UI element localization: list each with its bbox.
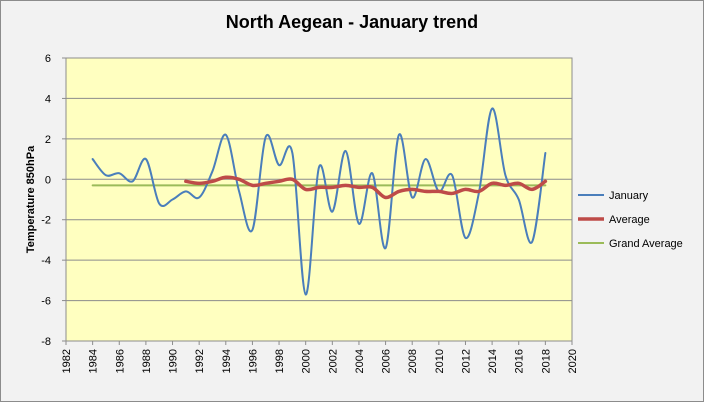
y-tick-label: 2 [45, 134, 51, 146]
series-line-average [184, 175, 548, 200]
x-tick-label: 1982 [61, 349, 73, 373]
chart-title: North Aegean - January trend [225, 12, 479, 32]
x-tick-label: 2018 [540, 349, 552, 373]
y-tick-label: 0 [45, 174, 51, 186]
plot-area [65, 57, 573, 342]
x-tick-label: 2010 [434, 349, 446, 373]
x-tick-label: 2000 [301, 349, 313, 373]
y-tick-label: -2 [41, 215, 51, 227]
y-tick-label: -6 [41, 296, 51, 308]
x-tick-label: 1996 [247, 349, 259, 373]
y-tick-label: -8 [41, 336, 51, 348]
x-tick-label: 2020 [567, 349, 579, 373]
x-tick-label: 1988 [141, 349, 153, 373]
y-axis-label: Temperature 850hPa [25, 145, 37, 253]
x-tick-label: 1992 [194, 349, 206, 373]
x-tick-label: 2014 [487, 349, 499, 373]
x-tick-label: 2004 [354, 349, 366, 373]
x-tick-label: 1984 [88, 349, 100, 373]
series-line-january [91, 107, 547, 296]
legend-label: Average [609, 214, 650, 226]
x-tick-label: 1986 [114, 349, 126, 373]
x-tick-label: 2008 [407, 349, 419, 373]
x-tick-label: 2012 [460, 349, 472, 373]
x-tick-label: 1994 [221, 349, 233, 373]
x-tick-label: 2016 [514, 349, 526, 373]
x-tick-label: 2002 [327, 349, 339, 373]
y-tick-label: -4 [41, 255, 51, 267]
y-tick-label: 4 [45, 93, 51, 105]
y-tick-label: 6 [45, 53, 51, 65]
x-tick-label: 1998 [274, 349, 286, 373]
legend-label: January [609, 190, 649, 202]
x-tick-label: 2006 [381, 349, 393, 373]
x-tick-label: 1990 [168, 349, 180, 373]
legend-label: Grand Average [609, 238, 683, 250]
